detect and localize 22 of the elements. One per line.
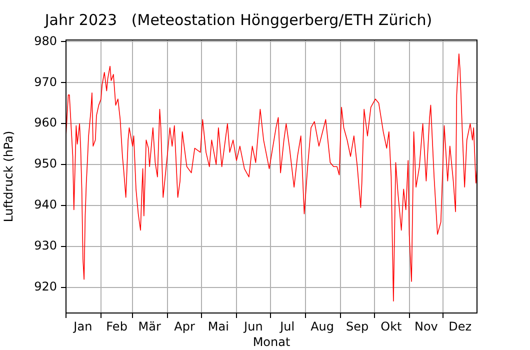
- x-tick-label: Apr: [174, 319, 195, 334]
- y-tick-label: 930: [34, 238, 57, 253]
- y-tick-label: 980: [34, 34, 57, 48]
- y-tick-label: 970: [34, 74, 57, 89]
- chart-title: Jahr 2023 (Meteostation Hönggerberg/ETH Zürich): [44, 10, 432, 29]
- x-tick-label: Feb: [106, 319, 128, 334]
- y-tick-label: 950: [34, 156, 57, 171]
- x-tick-label: Sep: [346, 319, 369, 334]
- x-axis-title: Monat: [252, 334, 290, 349]
- x-tick-label: Aug: [310, 319, 334, 334]
- x-tick-label: Dez: [448, 319, 472, 334]
- x-tick-label: Mär: [138, 319, 161, 334]
- y-tick-label: 920: [34, 280, 57, 294]
- x-tick-label: Mai: [208, 319, 229, 334]
- y-tick-label: 940: [34, 198, 57, 212]
- x-tick-label: Jan: [72, 319, 92, 334]
- y-axis-title: Luftdruck (hPa): [1, 130, 16, 222]
- y-tick-label: 960: [34, 116, 57, 130]
- x-tick-label: Okt: [380, 319, 402, 334]
- x-tick-label: Jun: [243, 319, 263, 334]
- x-tick-label: Nov: [414, 319, 438, 334]
- x-tick-label: Jul: [279, 319, 295, 334]
